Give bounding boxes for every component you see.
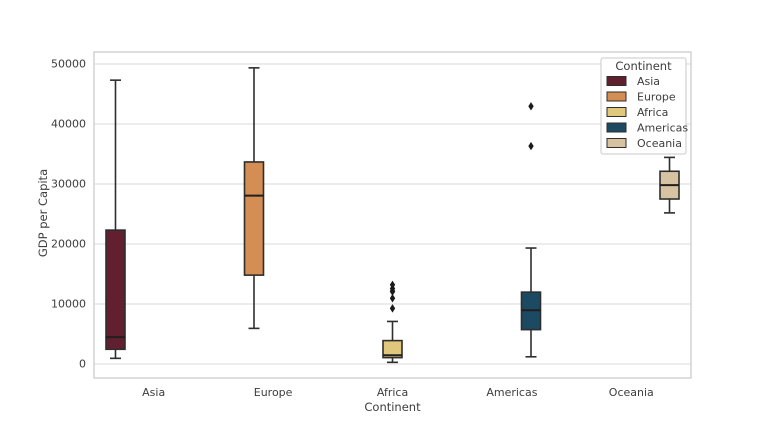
box-group-oceania <box>659 156 680 214</box>
y-tick-label: 50000 <box>51 58 86 71</box>
outlier-diamond <box>528 141 534 151</box>
y-axis-label: GDP per Capita <box>36 169 50 257</box>
legend-label: Europe <box>637 91 676 104</box>
box-rect <box>105 229 126 351</box>
x-tick-label: Asia <box>142 386 165 399</box>
legend-label: Asia <box>637 75 660 88</box>
legend-swatch-oceania-icon <box>606 138 627 148</box>
y-tick-label: 0 <box>79 358 86 371</box>
outlier-diamond <box>528 102 534 111</box>
outlier-diamond <box>389 304 396 313</box>
box-group-americas <box>520 102 542 358</box>
box-rect <box>243 161 265 276</box>
axes-frame <box>93 51 692 379</box>
box-group-africa <box>382 280 403 364</box>
box-rect <box>382 339 403 359</box>
x-axis-label: Continent <box>364 400 421 414</box>
box-group-europe <box>243 67 265 330</box>
legend-swatch-europe-icon <box>606 91 627 102</box>
outlier-diamond <box>389 294 396 303</box>
x-tick-label: Europe <box>254 386 293 399</box>
box-group-asia <box>105 79 126 360</box>
y-tick-label: 10000 <box>51 298 86 311</box>
legend-swatch-africa-icon <box>606 107 627 117</box>
y-tick-label: 30000 <box>51 178 86 191</box>
y-tick-label: 20000 <box>51 238 86 251</box>
y-tick-label: 40000 <box>51 118 86 131</box>
x-tick-label: Americas <box>486 386 537 399</box>
x-tick-label: Oceania <box>609 386 654 399</box>
legend-swatch-americas-icon <box>606 122 627 133</box>
legend-label: Americas <box>637 122 688 135</box>
legend-swatch-asia-icon <box>606 76 627 86</box>
x-tick-label: Africa <box>377 386 408 399</box>
legend-title: Continent <box>615 59 672 73</box>
outlier-diamond <box>389 280 396 289</box>
legend-label: Africa <box>637 106 668 119</box>
legend-label: Oceania <box>637 137 682 150</box>
